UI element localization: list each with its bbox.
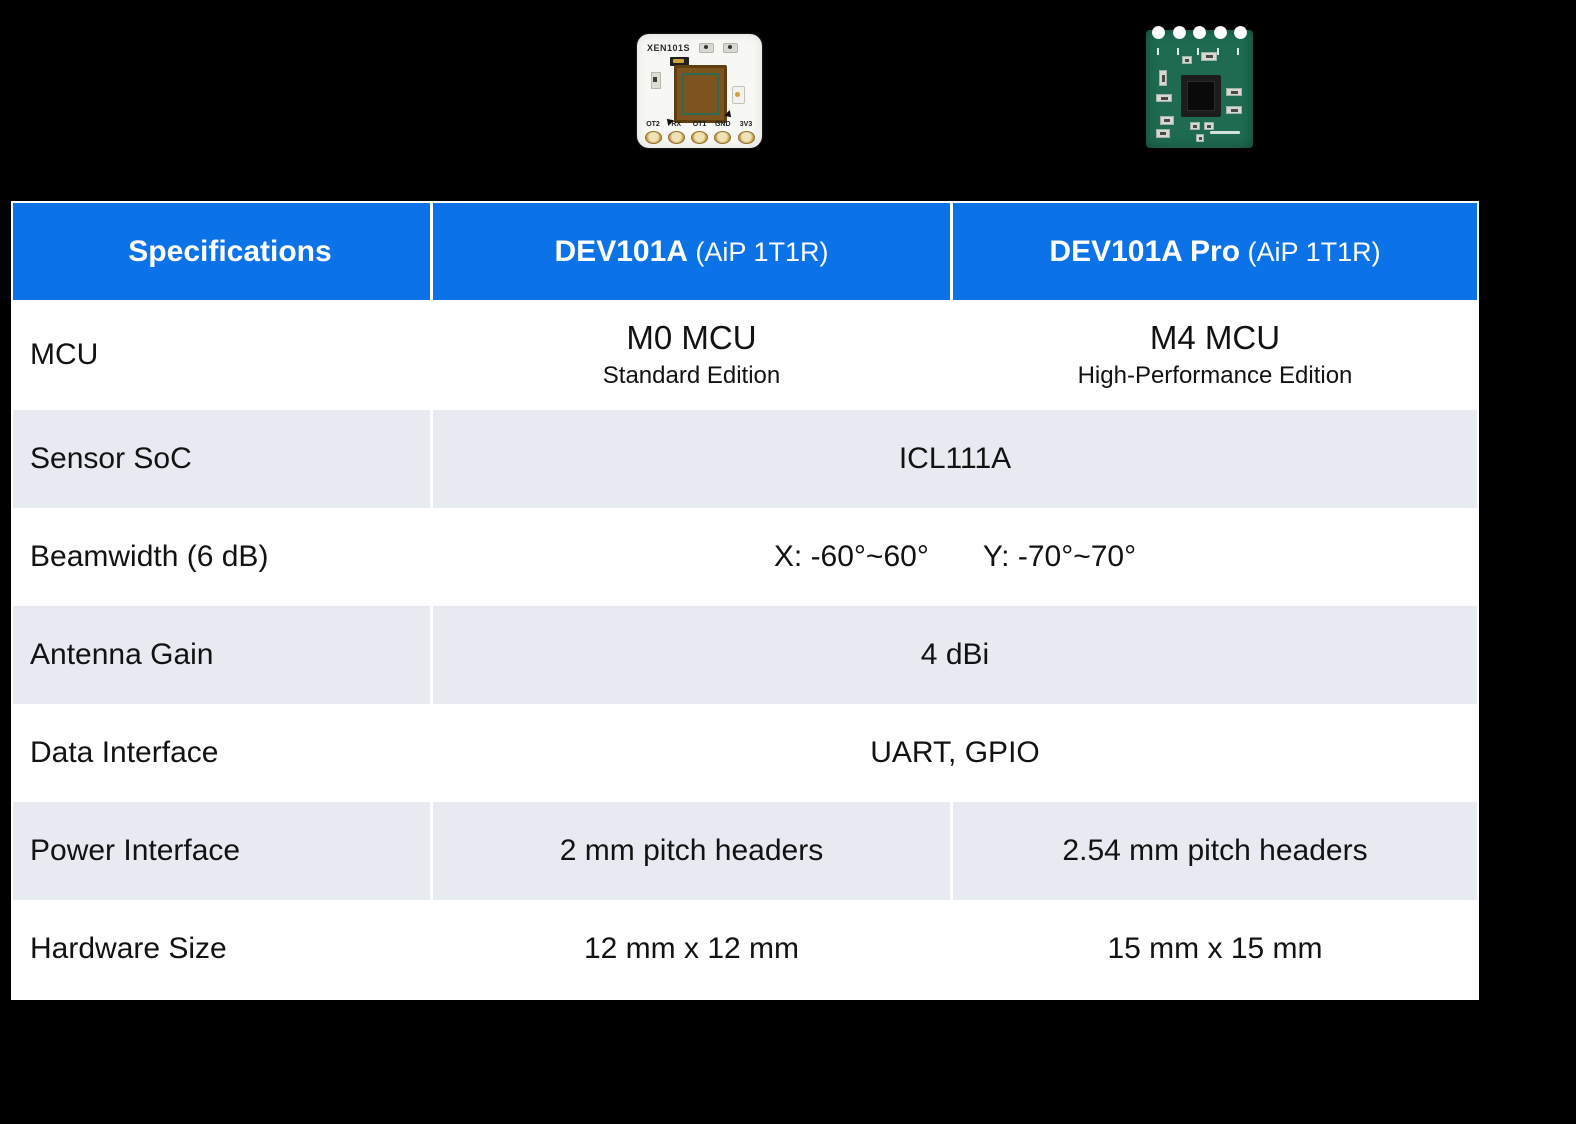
cell-size-dev101a: 12 mm x 12 mm bbox=[430, 900, 950, 998]
row-antenna-gain: Antenna Gain 4 dBi bbox=[13, 606, 1477, 704]
smd-component-icon bbox=[1160, 116, 1174, 125]
spec-table: Specifications DEV101A (AiP 1T1R) DEV101… bbox=[11, 201, 1479, 1000]
smd-component-icon bbox=[723, 43, 738, 53]
row-hardware-size: Hardware Size 12 mm x 12 mm 15 mm x 15 m… bbox=[13, 900, 1477, 998]
gold-pad-icon bbox=[714, 131, 732, 144]
pcb-pad: OT2 bbox=[643, 121, 663, 144]
row-label-data-interface: Data Interface bbox=[30, 736, 219, 769]
solder-pad-icon bbox=[1193, 26, 1206, 39]
pad-label: OT1 bbox=[692, 121, 707, 128]
pcb-pad-row: OT2 RX OT1 GND 3V3 bbox=[637, 121, 762, 144]
cell-mcu-dev101a: M0 MCU Standard Edition bbox=[430, 300, 950, 410]
cell-antenna-gain-shared: 4 dBi bbox=[430, 606, 1477, 704]
gold-pad-icon bbox=[737, 131, 755, 144]
pad-label: OT2 bbox=[646, 121, 660, 128]
solder-pad-icon bbox=[1234, 26, 1247, 39]
smd-component-icon bbox=[1156, 129, 1170, 138]
chip-die-icon bbox=[1187, 81, 1215, 111]
pcb-silkscreen-label: XEN101S bbox=[647, 43, 691, 53]
smd-component-icon bbox=[1226, 88, 1242, 96]
smd-component-icon bbox=[1182, 56, 1192, 64]
silkscreen-mark bbox=[1210, 131, 1240, 134]
product-photo-dev101a: XEN101S OT2 RX OT1 GND 3V3 bbox=[637, 34, 762, 148]
solder-pad-icon bbox=[1172, 26, 1186, 39]
product1-suffix: (AiP 1T1R) bbox=[687, 236, 829, 267]
header-dev101a-pro: DEV101A Pro (AiP 1T1R) bbox=[950, 203, 1477, 300]
smd-component-icon bbox=[1156, 94, 1172, 102]
cell-sensor-soc-shared: ICL111A bbox=[430, 410, 1477, 508]
row-label-hardware-size: Hardware Size bbox=[30, 932, 227, 965]
antenna-outline-icon bbox=[682, 73, 719, 115]
pad-label: GND bbox=[714, 121, 731, 128]
mcu-sub-value: Standard Edition bbox=[602, 362, 781, 389]
row-mcu: MCU M0 MCU Standard Edition M4 MCU High-… bbox=[13, 300, 1477, 410]
mcu-sub-value: High-Performance Edition bbox=[1077, 362, 1353, 389]
header-specifications-label: Specifications bbox=[128, 234, 332, 268]
header-dev101a: DEV101A (AiP 1T1R) bbox=[430, 203, 950, 300]
pcb-pad: 3V3 bbox=[736, 121, 756, 144]
smd-component-icon bbox=[1190, 122, 1200, 130]
row-label-mcu: MCU bbox=[30, 338, 99, 371]
silkscreen-mark bbox=[1157, 48, 1159, 55]
row-sensor-soc: Sensor SoC ICL111A bbox=[13, 410, 1477, 508]
row-data-interface: Data Interface UART, GPIO bbox=[13, 704, 1477, 802]
smd-component-icon bbox=[699, 43, 714, 53]
silkscreen-mark bbox=[1177, 48, 1179, 55]
row-label-sensor-soc: Sensor SoC bbox=[30, 442, 192, 475]
gold-pad-icon bbox=[691, 131, 708, 144]
cell-power-dev101a: 2 mm pitch headers bbox=[430, 802, 950, 900]
mcu-main-value: M0 MCU bbox=[626, 319, 757, 356]
cell-data-interface-shared: UART, GPIO bbox=[430, 704, 1477, 802]
row-label-antenna-gain: Antenna Gain bbox=[30, 638, 214, 671]
pcb-pad: GND bbox=[713, 121, 733, 144]
radar-soc-chip bbox=[1181, 75, 1221, 117]
pcb-pad: RX bbox=[666, 121, 686, 144]
smd-component-icon bbox=[1226, 106, 1242, 114]
smd-component-icon bbox=[732, 86, 745, 104]
silkscreen-mark bbox=[1197, 48, 1199, 55]
cell-power-dev101a-pro: 2.54 mm pitch headers bbox=[950, 802, 1477, 900]
row-beamwidth: Beamwidth (6 dB) X: -60°~60° Y: -70°~70° bbox=[13, 508, 1477, 606]
mcu-main-value: M4 MCU bbox=[1149, 319, 1281, 356]
cell-size-dev101a-pro: 15 mm x 15 mm bbox=[950, 900, 1477, 998]
gold-pad-icon bbox=[667, 131, 685, 144]
beamwidth-x-value: X: -60°~60° bbox=[773, 540, 929, 573]
silkscreen-mark bbox=[1217, 48, 1219, 55]
smd-component-icon bbox=[670, 57, 689, 66]
product-photo-dev101a-pro bbox=[1146, 26, 1253, 148]
row-label-power-interface: Power Interface bbox=[30, 834, 241, 867]
pad-label: 3V3 bbox=[739, 121, 753, 128]
pcb-pad: OT1 bbox=[690, 121, 710, 144]
product2-name: DEV101A Pro bbox=[1049, 234, 1241, 268]
row-label-beamwidth: Beamwidth (6 dB) bbox=[30, 540, 269, 573]
smd-component-icon bbox=[1159, 70, 1167, 86]
smd-component-icon bbox=[1201, 52, 1217, 61]
product2-suffix: (AiP 1T1R) bbox=[1240, 236, 1381, 267]
solder-pad-icon bbox=[1152, 26, 1165, 39]
table-header-row: Specifications DEV101A (AiP 1T1R) DEV101… bbox=[13, 203, 1477, 300]
smd-component-icon bbox=[651, 72, 661, 89]
gold-pad-icon bbox=[644, 131, 662, 144]
silkscreen-mark bbox=[1237, 48, 1239, 55]
smd-component-icon bbox=[1196, 134, 1204, 142]
smd-component-icon bbox=[1204, 122, 1214, 130]
pcb-pad-row bbox=[1146, 26, 1253, 39]
pad-label: RX bbox=[671, 121, 682, 128]
product1-name: DEV101A bbox=[554, 234, 688, 268]
solder-pad-icon bbox=[1213, 26, 1227, 39]
header-specifications: Specifications bbox=[13, 203, 430, 300]
cell-beamwidth-shared: X: -60°~60° Y: -70°~70° bbox=[430, 508, 1477, 606]
row-power-interface: Power Interface 2 mm pitch headers 2.54 … bbox=[13, 802, 1477, 900]
cell-mcu-dev101a-pro: M4 MCU High-Performance Edition bbox=[950, 300, 1477, 410]
antenna-in-package-chip bbox=[674, 65, 727, 123]
beamwidth-y-value: Y: -70°~70° bbox=[982, 540, 1137, 573]
